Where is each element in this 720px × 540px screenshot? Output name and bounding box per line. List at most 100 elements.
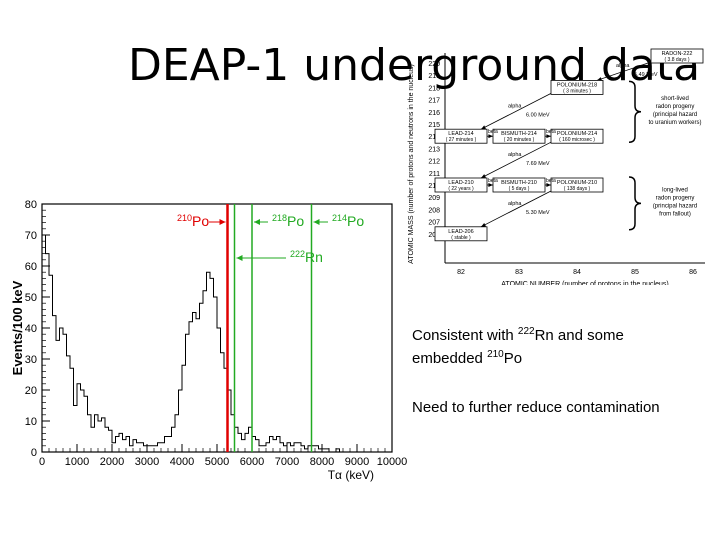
x-tick-label: 8000: [310, 456, 334, 468]
beta-label: beta: [546, 129, 556, 135]
decay-y-tick: 218: [428, 85, 440, 92]
decay-x-label: ATOMIC NUMBER (number of protons in the …: [501, 281, 668, 285]
decay-y-tick: 207: [428, 220, 440, 227]
alpha-energy: 7.69 MeV: [526, 161, 550, 167]
consistent-prefix: Consistent with: [412, 327, 518, 344]
decay-x-tick: 85: [631, 269, 639, 276]
beta-label: beta: [488, 178, 498, 184]
alpha-energy: 6.00 MeV: [526, 112, 550, 118]
peak-arrowhead-222Rn: [236, 255, 243, 261]
group-text-line: short-lived: [661, 96, 689, 102]
peak-label-218Po: 218Po: [272, 213, 304, 229]
decay-chain-diagram: ATOMIC MASS (number of protons and neutr…: [408, 48, 705, 285]
y-tick-label: 30: [25, 354, 37, 366]
group-text-line: radon progeny: [656, 195, 695, 201]
nuclide-name: RADON-222: [662, 51, 693, 57]
decay-y-tick: 209: [428, 195, 440, 202]
peak-arrowhead-210Po: [219, 219, 226, 225]
embedded-text: embedded: [412, 350, 488, 367]
beta-decay-arrow-head: [488, 134, 493, 139]
decay-y-tick: 211: [429, 171, 440, 178]
nuclide-box: [550, 80, 604, 95]
x-tick-label: 6000: [240, 456, 264, 468]
y-axis-label: Events/100 keV: [10, 280, 25, 375]
decay-x-tick: 84: [573, 269, 581, 276]
beta-label: beta: [488, 129, 498, 135]
peak-label-210Po: 210Po: [177, 213, 209, 229]
x-tick-label: 2000: [100, 456, 124, 468]
alpha-energy: 5.49 MeV: [634, 72, 658, 78]
y-tick-label: 20: [25, 385, 37, 397]
nuclide-halflife: ( 138 days ): [564, 186, 591, 192]
x-tick-label: 3000: [135, 456, 159, 468]
alpha-energy: 5.30 MeV: [526, 210, 550, 216]
po-symbol-text: Po: [503, 350, 523, 367]
alpha-label: alpha: [616, 63, 630, 69]
nuclide-name: BISMUTH-214: [501, 131, 537, 137]
decay-y-tick: 220: [428, 61, 440, 68]
alpha-energy-histogram: 0 10 20 30 40 50 60 70 80 0 1000 2000 3000 4000 5000 60…: [10, 199, 407, 482]
nuclide-name: POLONIUM-210: [557, 180, 597, 186]
decay-y-tick: 208: [428, 207, 440, 214]
beta-decay-arrow-head: [546, 183, 551, 187]
histogram-series: [42, 234, 392, 453]
group-text-line: long-lived: [662, 187, 688, 193]
y-tick-label: 50: [25, 292, 37, 304]
alpha-decay-arrow: [596, 61, 652, 81]
slide-commentary: Consistent with 222Rn and some embedded 2…: [412, 322, 717, 417]
y-tick-label: 70: [25, 230, 37, 242]
alpha-decay-arrow: [480, 141, 552, 179]
slide-title: DEAP-1 underground data: [128, 40, 701, 91]
nuclide-name: BISMUTH-210: [501, 180, 537, 186]
y-tick-label: 40: [25, 323, 37, 335]
decay-y-tick: 206: [428, 232, 440, 239]
decay-x-tick: 82: [457, 269, 465, 276]
x-tick-label: 5000: [205, 456, 229, 468]
nuclide-halflife: ( 22 years ): [448, 186, 474, 192]
nuclide-halflife: ( 5 days ): [509, 186, 530, 192]
decay-y-tick: 219: [428, 73, 440, 80]
y-tick-label: 80: [25, 199, 37, 211]
group-text-line: to uranium workers): [648, 120, 701, 126]
histogram-layer: 0 10 20 30 40 50 60 70 80 0 1000 2000 3000 4000 5000 60…: [10, 199, 407, 482]
nuclide-name: POLONIUM-218: [557, 82, 597, 88]
po-mass-number: 210: [487, 349, 504, 360]
alpha-decay-arrow: [480, 190, 552, 228]
alpha-decay-arrow-head: [481, 174, 486, 178]
nuclide-name: LEAD-214: [448, 131, 473, 137]
nuclide-box: [434, 226, 488, 242]
nuclide-halflife: ( 3 minutes ): [563, 88, 591, 94]
alpha-label: alpha: [508, 152, 522, 158]
reduce-contamination-text: Need to further reduce contamination: [412, 399, 660, 416]
x-tick-label: 7000: [275, 456, 299, 468]
rn-mass-number: 222: [517, 326, 535, 337]
group-brace: [628, 176, 642, 231]
decay-y-tick: 217: [428, 98, 440, 105]
nuclide-name: POLONIUM-214: [557, 131, 597, 137]
consistent-text: Consistent with 222Rn and some embedded 2…: [412, 322, 717, 368]
rn-symbol-text: Rn and some: [534, 327, 624, 344]
beta-decay-arrow-head: [546, 134, 551, 139]
alpha-label: alpha: [508, 201, 522, 207]
decay-y-tick: 212: [428, 159, 440, 166]
group-text-line: (principal hazard: [653, 112, 697, 118]
nuclide-halflife: ( 20 minutes ): [504, 137, 535, 143]
decay-y-tick: 215: [428, 122, 440, 129]
alpha-decay-arrow-head: [481, 222, 486, 227]
nuclide-box: [650, 48, 704, 64]
decay-y-tick: 214: [428, 134, 440, 141]
y-tick-label: 0: [31, 447, 37, 459]
x-tick-label: 9000: [345, 456, 369, 468]
alpha-decay-arrow: [480, 93, 552, 130]
x-axis-label: Tα (keV): [328, 468, 374, 482]
alpha-label: alpha: [508, 103, 522, 109]
decay-y-tick: 216: [428, 110, 440, 117]
decay-chain-layer: ATOMIC MASS (number of protons and neutr…: [408, 48, 705, 285]
x-tick-label: 4000: [170, 456, 194, 468]
decay-y-label: ATOMIC MASS (number of protons and neutr…: [408, 64, 415, 264]
group-text-line: radon progeny: [656, 104, 695, 110]
nuclide-halflife: ( stable ): [451, 235, 471, 241]
beta-decay-arrow-head: [488, 183, 493, 187]
group-text-line: from fallout): [659, 211, 691, 217]
group-brace: [628, 80, 642, 143]
